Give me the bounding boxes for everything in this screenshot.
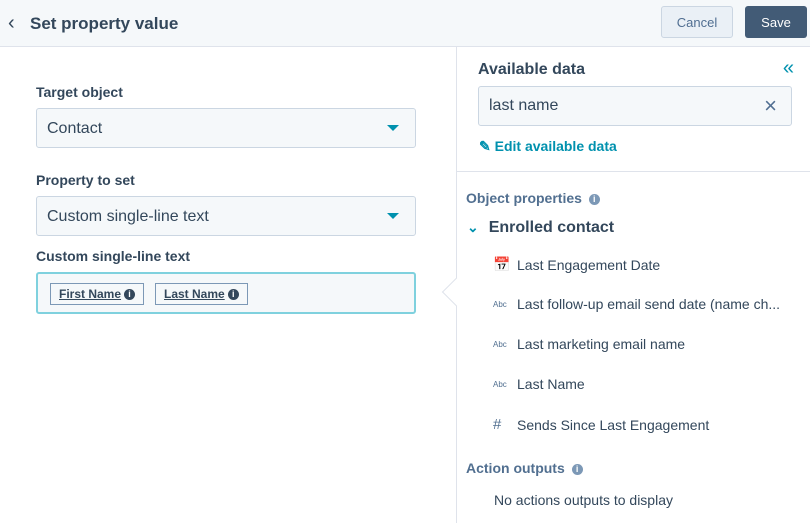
object-properties-heading: Object properties i xyxy=(466,190,600,206)
target-object-select[interactable]: Contact xyxy=(36,108,416,148)
panel-pointer xyxy=(441,277,471,307)
search-input[interactable]: last name × xyxy=(478,86,792,126)
divider xyxy=(457,171,810,172)
back-chevron-icon[interactable]: ‹ xyxy=(8,12,15,34)
token-label: Last Name xyxy=(164,287,225,301)
info-icon: i xyxy=(588,193,600,205)
group-label: Enrolled contact xyxy=(488,219,615,236)
value-input[interactable]: First Name i Last Name i xyxy=(36,272,416,314)
info-icon: i xyxy=(571,463,583,475)
text-icon: Abc xyxy=(493,379,507,389)
clear-icon[interactable]: × xyxy=(764,93,777,118)
chevron-down-icon: ⌄ xyxy=(467,219,479,235)
calendar-icon: 📅 xyxy=(493,256,511,272)
edit-link-label: Edit available data xyxy=(494,138,617,154)
caret-down-icon xyxy=(387,125,399,131)
text-icon: Abc xyxy=(493,299,507,309)
group-enrolled-contact[interactable]: ⌄ Enrolled contact xyxy=(467,219,614,237)
edit-available-data-link[interactable]: ✎ Edit available data xyxy=(479,138,617,155)
collapse-double-chevron-icon[interactable]: « xyxy=(782,57,794,79)
list-item[interactable]: # Sends Since Last Engagement xyxy=(493,416,709,433)
text-icon: Abc xyxy=(493,339,507,349)
page-title: Set property value xyxy=(30,14,179,33)
item-label: Last follow-up email send date (name ch.… xyxy=(517,296,781,312)
item-label: Last Name xyxy=(517,376,585,392)
token-label: First Name xyxy=(59,287,122,301)
item-label: Last Engagement Date xyxy=(517,256,661,273)
token-first-name[interactable]: First Name i xyxy=(50,283,145,305)
info-icon: i xyxy=(227,289,239,301)
list-item[interactable]: Abc Last marketing email name xyxy=(493,336,685,352)
search-value: last name xyxy=(489,97,559,114)
section-label: Action outputs xyxy=(466,460,565,476)
list-item[interactable]: 📅 Last Engagement Date xyxy=(493,256,660,273)
header: ‹ Set property value Cancel Save xyxy=(0,0,810,47)
save-button[interactable]: Save xyxy=(745,6,807,38)
property-value: Custom single-line text xyxy=(47,208,209,225)
panel-title: Available data xyxy=(478,61,586,78)
empty-message: No actions outputs to display xyxy=(494,492,673,508)
target-object-value: Contact xyxy=(47,120,103,137)
section-label: Object properties xyxy=(466,190,582,206)
caret-down-icon xyxy=(387,213,399,219)
cancel-button[interactable]: Cancel xyxy=(661,6,733,38)
action-outputs-heading: Action outputs i xyxy=(466,460,583,476)
target-object-label: Target object xyxy=(36,84,123,100)
property-to-set-select[interactable]: Custom single-line text xyxy=(36,196,416,236)
property-to-set-label: Property to set xyxy=(36,172,135,188)
pencil-icon: ✎ xyxy=(479,138,491,154)
number-icon: # xyxy=(493,416,502,433)
available-data-panel: Available data « last name × ✎ Edit avail… xyxy=(441,47,810,523)
value-label: Custom single-line text xyxy=(36,248,191,264)
list-item[interactable]: Abc Last Name xyxy=(493,376,585,392)
token-last-name[interactable]: Last Name i xyxy=(155,283,248,305)
item-label: Sends Since Last Engagement xyxy=(517,416,710,433)
info-icon: i xyxy=(124,289,136,301)
list-item[interactable]: Abc Last follow-up email send date (name … xyxy=(493,296,780,312)
item-label: Last marketing email name xyxy=(517,336,686,352)
